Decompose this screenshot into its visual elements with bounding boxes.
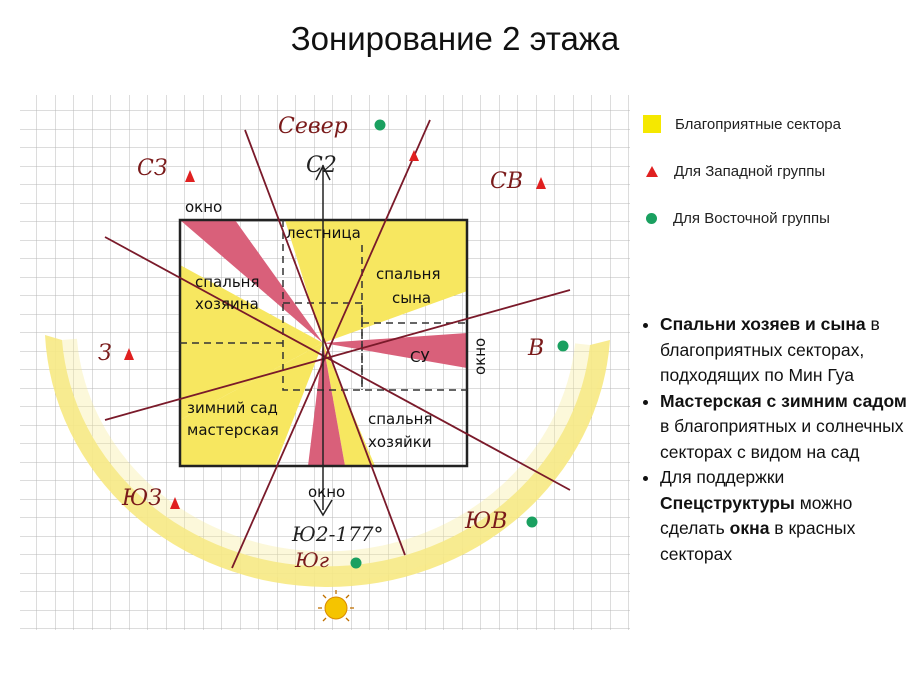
bullet-list: Спальни хозяев и сына в благоприятных се… [640, 312, 910, 567]
axis-arrows [313, 164, 333, 517]
direction-label: СВ [490, 169, 523, 194]
direction-label: СЗ [137, 156, 168, 181]
legend-item-favorable: Благоприятные сектора [643, 115, 841, 133]
yellow-square-icon [643, 115, 661, 133]
green-dot-icon [557, 340, 569, 352]
direction-lines [104, 119, 571, 569]
zoning-diagram: окно лестница спальня хозяина спальня сы… [20, 95, 630, 630]
red-sector-nw [180, 220, 323, 343]
direction-label: ЮВ [464, 509, 507, 534]
direction-label: С2 [306, 153, 337, 178]
room-label: СУ [410, 348, 430, 366]
red-sector-e [323, 333, 467, 368]
red-triangle-icon [646, 166, 658, 177]
legend-item-east: Для Восточной группы [643, 210, 830, 227]
direction-label: Ю2-177° [291, 522, 384, 546]
green-dot-icon [526, 516, 538, 528]
sun-icon [318, 590, 354, 622]
room-label: хозяйки [368, 433, 432, 451]
direction-label: Север [278, 114, 348, 139]
direction-label: З [98, 341, 112, 366]
room-label: зимний сад [187, 399, 278, 417]
room-partitions [180, 220, 467, 391]
direction-label: В [527, 336, 544, 361]
red-triangle-icon [170, 497, 180, 509]
green-dot-icon [350, 557, 362, 569]
direction-label: ЮЗ [121, 486, 162, 511]
red-triangle-icon [185, 170, 195, 182]
room-label: сына [392, 289, 431, 307]
direction-label: Юг [294, 548, 329, 572]
favorable-sector-southwest [180, 343, 323, 466]
legend-label: Благоприятные сектора [675, 115, 841, 133]
bullet-item: Спальни хозяев и сына в благоприятных се… [660, 312, 910, 389]
favorable-sector-north [285, 220, 467, 343]
legend-label: Для Восточной группы [673, 210, 830, 227]
room-label: окно [308, 483, 345, 501]
red-triangle-icon [536, 177, 546, 189]
green-dot-icon [374, 119, 386, 131]
room-label: окно [185, 198, 222, 216]
room-label: спальня [195, 273, 260, 291]
favorable-sector-west [180, 265, 323, 420]
room-label: спальня [376, 265, 441, 283]
room-label: окно [471, 338, 489, 375]
east-group-markers [350, 119, 569, 569]
room-label: лестница [286, 224, 361, 242]
room-label: спальня [368, 410, 433, 428]
red-sector-s [308, 343, 345, 466]
sectors [180, 220, 467, 466]
red-triangle-icon [124, 348, 134, 360]
bullet-item: Для поддержки Спецструктуры можно сделат… [660, 465, 910, 567]
slide-title: Зонирование 2 этажа [290, 20, 620, 57]
legend-label: Для Западной группы [674, 163, 826, 180]
legend-item-west: Для Западной группы [643, 163, 825, 180]
green-dot-icon [646, 213, 657, 224]
room-label: мастерская [187, 421, 279, 439]
room-label: хозяина [195, 295, 259, 313]
west-group-markers [124, 150, 546, 509]
bullet-item: Мастерская с зимним садом в благоприятны… [660, 389, 910, 466]
red-triangle-icon [409, 150, 419, 161]
